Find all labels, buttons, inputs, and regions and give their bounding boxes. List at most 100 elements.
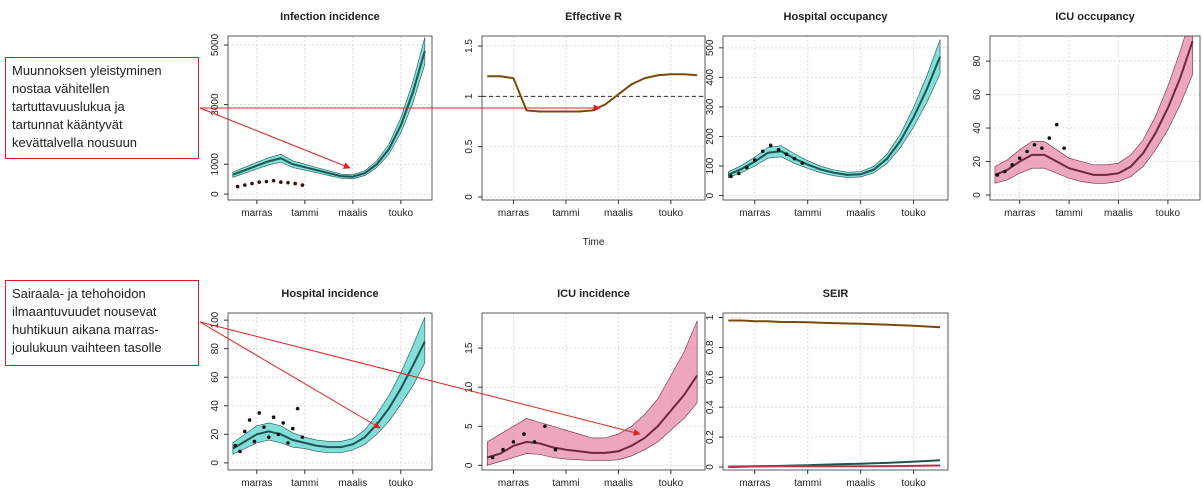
observation-point — [1010, 163, 1015, 167]
observation-point — [1025, 149, 1029, 154]
observation-point — [784, 152, 789, 156]
x-tick-label: tammi — [291, 208, 318, 219]
observation-point — [257, 411, 262, 415]
series-line — [486, 374, 698, 459]
y-tick-label: 0.2 — [705, 430, 716, 444]
y-tick-label: 100 — [210, 311, 221, 328]
annotation-line: Muunnoksen yleistyminen — [12, 63, 162, 78]
y-tick-label: 0 — [705, 192, 716, 198]
observation-point — [279, 180, 283, 184]
observation-point — [291, 426, 295, 431]
y-tick-label: 0 — [464, 194, 475, 200]
series-line — [727, 56, 941, 176]
observation-point — [300, 183, 305, 187]
annotation-line: kevättalvella nousuun — [12, 135, 138, 150]
y-tick-label: 5000 — [210, 33, 221, 56]
observation-point — [300, 435, 305, 439]
chart-title: Hospital occupancy — [784, 11, 889, 23]
uncertainty-band — [994, 36, 1193, 184]
y-tick-label: 40 — [210, 400, 221, 412]
observation-point — [522, 432, 526, 436]
observation-point — [286, 180, 290, 185]
observation-point — [271, 178, 276, 183]
y-tick-label: 200 — [705, 128, 716, 145]
x-tick-label: touko — [901, 208, 926, 219]
observation-point — [760, 149, 765, 154]
x-tick-label: maalis — [846, 208, 875, 219]
observation-point — [271, 415, 276, 419]
observation-point — [233, 443, 237, 448]
observation-point — [1054, 122, 1059, 127]
series-line — [232, 50, 426, 178]
x-tick-label: marras — [241, 478, 272, 489]
observation-point — [250, 181, 254, 186]
observation-point — [247, 418, 252, 422]
annotation-box: Sairaala- ja tehohoidon ilmaantuvuudet no… — [5, 280, 199, 366]
y-tick-label: 3000 — [210, 93, 221, 116]
observation-point — [752, 158, 757, 162]
observation-point — [243, 183, 247, 187]
observation-point — [1047, 136, 1052, 140]
x-tick-label: maalis — [604, 478, 633, 489]
y-tick-label: 10 — [464, 381, 475, 393]
y-tick-label: 0 — [210, 460, 221, 466]
observation-point — [238, 449, 242, 454]
observation-point — [800, 161, 805, 165]
plot-area — [232, 317, 426, 455]
y-tick-label: 0.8 — [705, 340, 716, 354]
annotation-line: ilmaantuvuudet nousevat — [12, 304, 157, 319]
observation-point — [532, 440, 537, 444]
y-tick-label: 40 — [972, 122, 983, 134]
chart-title: Infection incidence — [280, 11, 380, 23]
observation-point — [257, 180, 262, 184]
x-tick-label: touko — [389, 478, 414, 489]
y-tick-label: 0.6 — [705, 370, 716, 384]
annotation-box: Muunnoksen yleistyminen nostaa vähitellen… — [5, 57, 199, 159]
annotation-line: nostaa vähitellen — [12, 81, 110, 96]
y-tick-label: 15 — [464, 342, 475, 354]
y-tick-label: 500 — [705, 39, 716, 56]
y-tick-label: 5 — [464, 423, 475, 429]
plot-frame — [722, 312, 949, 471]
observation-point — [1040, 146, 1044, 150]
observation-point — [286, 441, 290, 445]
chart-title: Hospital incidence — [281, 288, 378, 300]
observation-point — [1003, 169, 1007, 174]
observation-point — [252, 439, 257, 444]
plot-area — [486, 320, 698, 466]
annotation-line: joulukuun vaihteen tasolle — [12, 340, 162, 355]
annotation-line: tartuttavuuslukua ja — [12, 99, 125, 114]
observation-point — [293, 181, 298, 186]
x-tick-label: tammi — [1055, 208, 1082, 219]
observation-point — [281, 421, 286, 425]
observation-point — [1062, 146, 1066, 150]
x-tick-label: marras — [739, 208, 770, 219]
x-tick-label: marras — [498, 478, 529, 489]
observation-point — [745, 165, 749, 170]
x-tick-label: maalis — [1104, 208, 1133, 219]
plot-frame — [989, 35, 1201, 201]
observation-point — [995, 173, 1000, 177]
x-tick-label: marras — [1004, 208, 1035, 219]
x-tick-label: tammi — [291, 478, 318, 489]
y-tick-label: 0 — [464, 462, 475, 468]
observation-point — [776, 147, 781, 152]
x-tick-label: marras — [739, 478, 770, 489]
uncertainty-band — [232, 37, 426, 180]
plot-area — [232, 37, 426, 189]
x-tick-label: marras — [498, 208, 529, 219]
y-tick-label: 1 — [705, 314, 716, 320]
y-tick-label: 100 — [705, 157, 716, 174]
y-tick-label: 20 — [972, 156, 983, 168]
x-tick-label: touko — [389, 208, 414, 219]
x-axis-label: Time — [583, 237, 605, 248]
x-tick-label: maalis — [604, 208, 633, 219]
chart-title: Effective R — [565, 11, 622, 23]
observation-point — [737, 171, 741, 176]
x-tick-label: touko — [901, 478, 926, 489]
x-tick-label: marras — [241, 208, 272, 219]
observation-point — [768, 143, 773, 148]
y-tick-label: 20 — [210, 428, 221, 440]
x-tick-label: tammi — [552, 478, 579, 489]
